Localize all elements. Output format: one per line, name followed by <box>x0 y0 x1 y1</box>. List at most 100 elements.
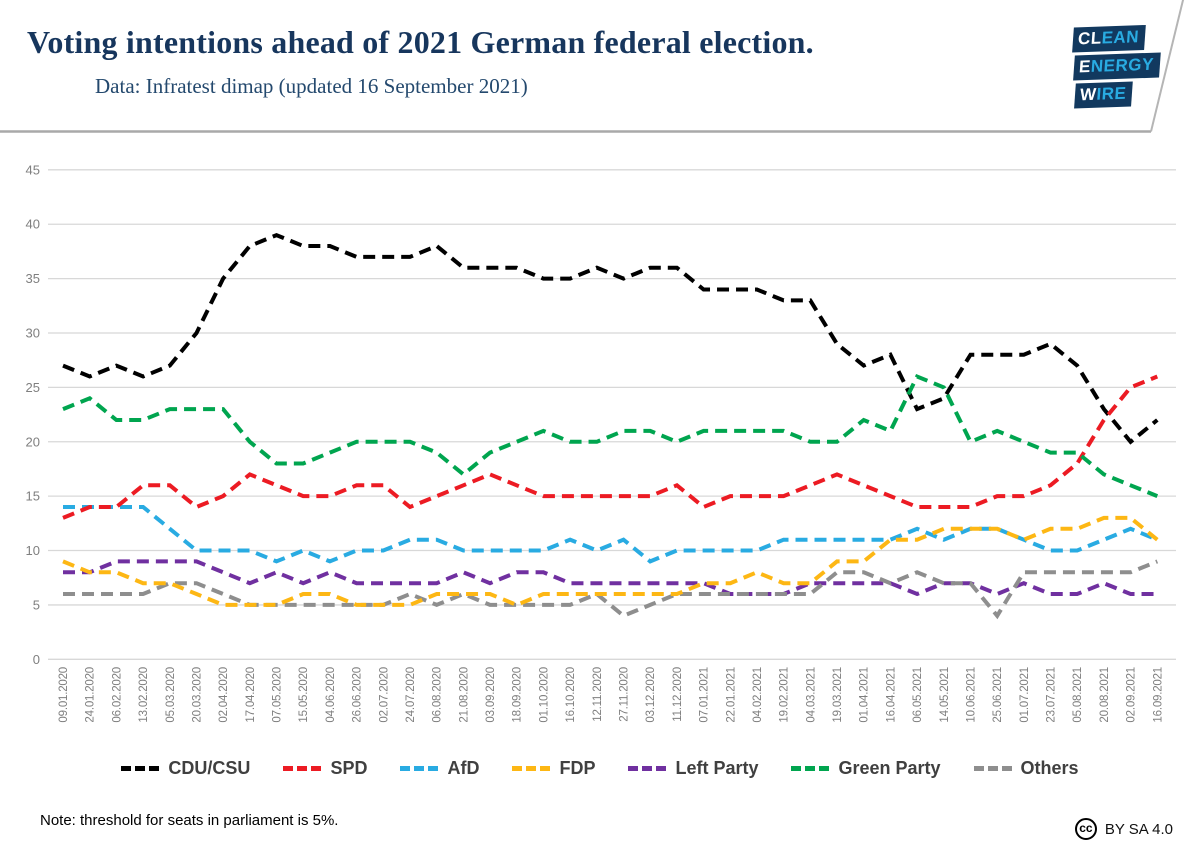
x-tick-label: 24.07.2020 <box>405 667 417 723</box>
legend-item-cdu-csu: CDU/CSU <box>121 758 250 779</box>
x-tick-label: 01.10.2020 <box>538 667 550 723</box>
creative-commons-icon: cc <box>1074 818 1097 840</box>
series-line-cdu-csu <box>62 232 1159 445</box>
y-tick-label: 10 <box>26 543 40 558</box>
y-tick-label: 40 <box>26 217 40 232</box>
x-tick-label: 25.06.2021 <box>992 667 1004 723</box>
series-line-others <box>63 559 1159 620</box>
logo-wire-white: W <box>1079 84 1098 105</box>
series-line-fdp <box>62 515 1159 608</box>
logo-row-energy: ENERGY <box>1073 52 1161 81</box>
series-line-green-party <box>62 373 1159 498</box>
x-tick-label: 07.05.2020 <box>272 667 284 723</box>
x-tick-label: 01.04.2021 <box>859 667 871 723</box>
x-tick-label: 15.05.2020 <box>298 667 310 723</box>
x-tick-label: 19.02.2021 <box>779 667 791 723</box>
y-tick-label: 35 <box>26 271 40 286</box>
series-line-left-party <box>63 559 1158 597</box>
legend-item-fdp: FDP <box>512 758 595 779</box>
x-tick-label: 01.07.2021 <box>1019 667 1031 723</box>
x-tick-label: 22.01.2021 <box>725 667 737 723</box>
legend-item-green-party: Green Party <box>791 758 941 779</box>
x-tick-label: 06.08.2020 <box>432 667 444 723</box>
legend-item-others: Others <box>973 758 1079 779</box>
logo-clean-white: CL <box>1077 28 1103 49</box>
legend-dash-icon <box>628 766 669 771</box>
x-tick-label: 27.11.2020 <box>618 667 630 722</box>
legend-label: FDP <box>559 758 596 778</box>
x-tick-label: 04.02.2021 <box>752 667 764 723</box>
x-tick-label: 02.04.2020 <box>218 667 230 723</box>
x-tick-label: 20.08.2021 <box>1099 667 1111 723</box>
x-tick-label: 10.06.2021 <box>965 667 977 723</box>
y-tick-label: 30 <box>26 325 40 340</box>
legend-label: SPD <box>330 758 368 778</box>
x-tick-label: 05.03.2020 <box>165 667 177 723</box>
license-badge: cc BY SA 4.0 <box>1074 818 1173 840</box>
y-tick-label: 20 <box>26 434 40 449</box>
legend-label: Left Party <box>675 758 759 778</box>
legend-label: AfD <box>447 758 480 778</box>
x-tick-label: 02.07.2020 <box>378 667 390 723</box>
x-tick-label: 24.01.2020 <box>85 667 97 723</box>
data-source-subtitle: Data: Infratest dimap (updated 16 Septem… <box>95 74 528 98</box>
x-tick-label: 20.03.2020 <box>191 667 203 723</box>
page-title: Voting intentions ahead of 2021 German f… <box>27 24 814 60</box>
y-tick-label: 25 <box>26 380 40 395</box>
x-tick-label: 09.01.2020 <box>58 667 70 723</box>
series-line-spd <box>62 374 1159 520</box>
logo-energy-cyan: NERGY <box>1090 54 1155 76</box>
legend-item-afd: AfD <box>400 758 479 779</box>
legend-dash-icon <box>283 766 324 771</box>
x-tick-label: 11.12.2020 <box>672 667 684 722</box>
x-tick-label: 18.09.2020 <box>512 667 524 723</box>
logo-wire-cyan: IRE <box>1096 83 1128 104</box>
header: Voting intentions ahead of 2021 German f… <box>0 0 1200 133</box>
logo-row-clean: CLEAN <box>1072 24 1160 53</box>
legend-label: Green Party <box>838 758 941 778</box>
footnote: Note: threshold for seats in parliament … <box>40 812 339 829</box>
legend-dash-icon <box>512 766 553 771</box>
x-tick-label: 06.02.2020 <box>111 667 123 723</box>
x-tick-label: 16.10.2020 <box>565 667 577 723</box>
header-rule <box>0 0 1185 133</box>
x-tick-label: 17.04.2020 <box>245 667 257 723</box>
x-tick-label: 06.05.2021 <box>912 667 924 723</box>
legend-dash-icon <box>791 766 832 771</box>
legend-label: CDU/CSU <box>168 758 251 778</box>
x-tick-label: 02.09.2021 <box>1126 667 1138 723</box>
x-tick-label: 03.12.2020 <box>645 667 657 723</box>
legend-label: Others <box>1020 758 1079 778</box>
chart-legend: CDU/CSU SPD AfD FDP Left Party Green Party Oth… <box>0 758 1200 779</box>
x-tick-label: 14.05.2021 <box>939 667 951 723</box>
x-tick-label: 21.08.2020 <box>458 667 470 723</box>
clean-energy-wire-logo: CLEAN ENERGY WIRE <box>1072 24 1162 112</box>
y-tick-label: 5 <box>33 597 40 612</box>
x-tick-label: 07.01.2021 <box>699 667 711 723</box>
series-line-afd <box>63 505 1159 564</box>
logo-row-wire: WIRE <box>1074 80 1162 109</box>
x-tick-label: 04.03.2021 <box>805 667 817 723</box>
x-tick-label: 12.11.2020 <box>592 667 604 722</box>
x-tick-label: 26.06.2020 <box>352 667 364 723</box>
legend-item-spd: SPD <box>283 758 367 779</box>
x-tick-label: 16.04.2021 <box>885 667 897 723</box>
legend-item-left-party: Left Party <box>628 758 758 779</box>
legend-dash-icon <box>121 766 162 771</box>
license-text: BY SA 4.0 <box>1104 820 1173 838</box>
y-tick-label: 15 <box>26 489 40 504</box>
legend-dash-icon <box>973 766 1014 771</box>
x-tick-label: 05.08.2021 <box>1072 667 1084 723</box>
x-tick-label: 16.09.2021 <box>1152 667 1164 723</box>
y-tick-label: 45 <box>26 162 40 177</box>
legend-dash-icon <box>400 766 441 771</box>
x-tick-label: 03.09.2020 <box>485 667 497 723</box>
y-tick-label: 0 <box>33 652 40 667</box>
logo-clean-cyan: EAN <box>1101 27 1140 48</box>
x-tick-label: 13.02.2020 <box>138 667 150 723</box>
x-tick-label: 19.03.2021 <box>832 667 844 723</box>
x-tick-label: 23.07.2021 <box>1046 667 1058 723</box>
x-tick-label: 04.06.2020 <box>325 667 337 723</box>
